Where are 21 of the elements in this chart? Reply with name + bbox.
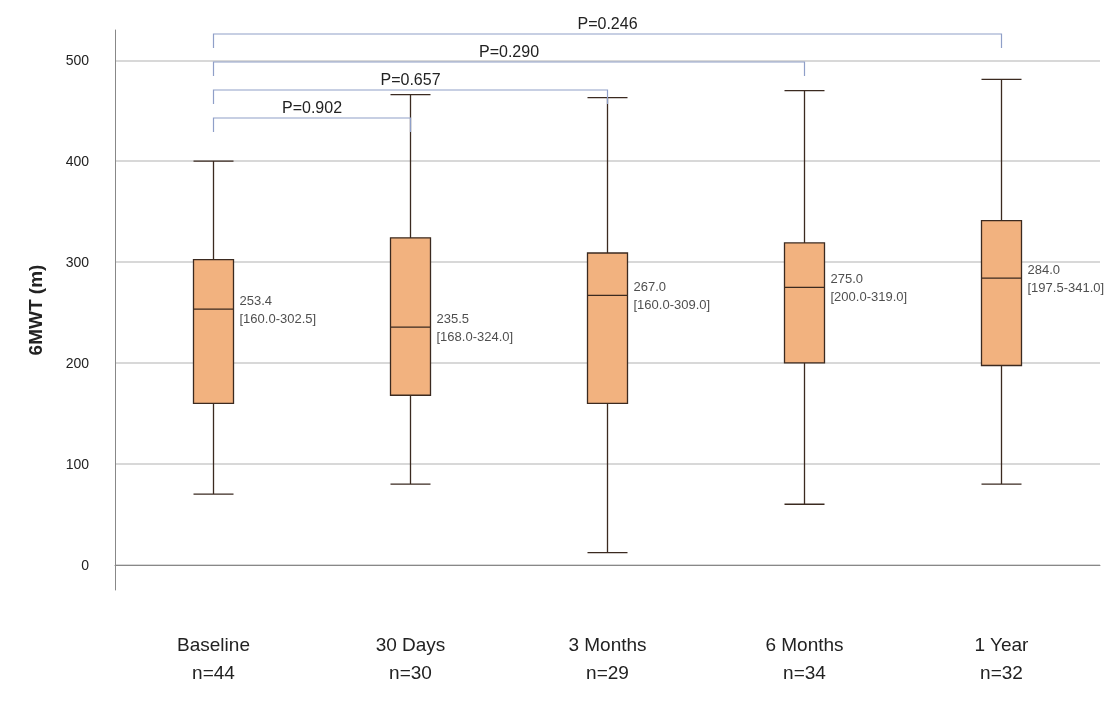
x-tick-label: 30 Days n=30 <box>375 633 446 683</box>
y-axis-title: 6MWT (m) <box>25 264 46 356</box>
annotation: P=0.657 <box>380 71 441 88</box>
y-tick-label: 300 <box>65 254 90 271</box>
annotation: 235.5 [168.0-324.0] <box>436 310 514 344</box>
annotation: 284.0 [197.5-341.0] <box>1027 261 1105 295</box>
annotation: 253.4 [160.0-302.5] <box>239 292 317 326</box>
x-tick-label: 1 Year n=32 <box>974 633 1030 683</box>
y-tick-label: 200 <box>65 354 90 371</box>
y-tick-label: 100 <box>65 455 90 472</box>
y-tick-label: 500 <box>65 52 90 69</box>
x-tick-label: 6 Months n=34 <box>765 633 844 683</box>
x-tick-label: 3 Months n=29 <box>568 633 647 683</box>
annotation: 275.0 [200.0-319.0] <box>830 270 908 304</box>
annotation: P=0.290 <box>478 43 540 60</box>
y-tick-label: 400 <box>65 153 90 170</box>
y-tick-label: 0 <box>81 556 90 573</box>
annotation: P=0.246 <box>577 15 638 32</box>
annotation: P=0.902 <box>281 99 343 116</box>
x-tick-label: Baseline n=44 <box>177 633 250 683</box>
annotation: 267.0 [160.0-309.0] <box>633 278 711 312</box>
